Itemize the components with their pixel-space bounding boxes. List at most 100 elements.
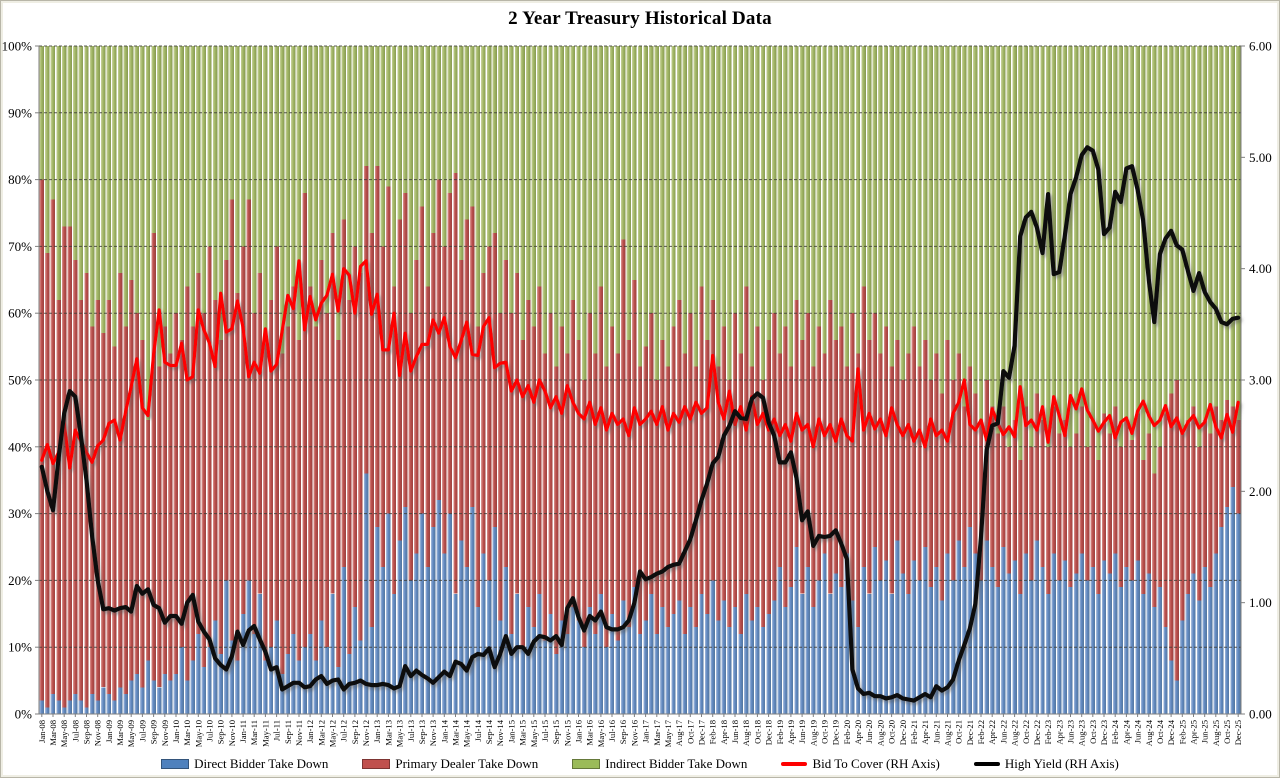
x-axis-tick: Feb-23 bbox=[1043, 720, 1053, 744]
x-axis-tick: Mar-11 bbox=[249, 720, 259, 745]
x-axis-tick: Oct-19 bbox=[820, 720, 830, 744]
left-axis-tick: 70% bbox=[8, 239, 32, 254]
x-axis-tick: Apr-22 bbox=[987, 720, 997, 745]
legend-item-bid-to-cover: Bid To Cover (RH Axis) bbox=[781, 756, 940, 772]
x-axis-tick: Aug-22 bbox=[1010, 720, 1020, 746]
x-axis-tick: Nov-09 bbox=[160, 720, 170, 746]
x-axis-tick: Dec-17 bbox=[697, 719, 707, 745]
x-axis-tick: Oct-25 bbox=[1222, 720, 1232, 744]
x-axis-tick: Mar-15 bbox=[518, 720, 528, 746]
x-axis-tick: Dec-25 bbox=[1233, 720, 1243, 745]
legend-label: Indirect Bidder Take Down bbox=[605, 756, 748, 771]
x-axis-tick: Jan-14 bbox=[439, 719, 449, 743]
legend-label: Bid To Cover (RH Axis) bbox=[812, 756, 940, 771]
x-axis-tick: Oct-21 bbox=[954, 720, 964, 744]
x-axis-tick: Mar-14 bbox=[451, 719, 461, 745]
x-axis-tick: Jan-10 bbox=[171, 720, 181, 743]
left-axis-tick: 100% bbox=[2, 39, 33, 54]
x-axis-tick: Jan-17 bbox=[641, 719, 651, 743]
x-axis-tick: Mar-12 bbox=[316, 720, 326, 746]
x-axis-tick: Jul-15 bbox=[540, 720, 550, 741]
x-axis-tick: Jun-24 bbox=[1133, 719, 1143, 743]
x-axis-tick: Jul-16 bbox=[607, 719, 617, 741]
x-axis-tick: Jul-14 bbox=[473, 719, 483, 741]
x-axis-tick: Sep-16 bbox=[618, 719, 628, 744]
right-axis-tick: 2.00 bbox=[1249, 484, 1272, 499]
x-axis-tick: May-09 bbox=[126, 720, 136, 747]
x-axis-tick: Feb-22 bbox=[976, 720, 986, 744]
x-axis-tick: Mar-08 bbox=[48, 720, 58, 746]
x-axis-tick: Apr-19 bbox=[786, 720, 796, 745]
x-axis-tick: Sep-13 bbox=[417, 720, 427, 744]
x-axis-tick: Feb-18 bbox=[708, 720, 718, 744]
x-axis-tick: Aug-19 bbox=[808, 720, 818, 746]
x-axis-tick: Apr-23 bbox=[1054, 720, 1064, 745]
x-axis-tick: Jan-13 bbox=[372, 720, 382, 743]
axes: 0% 10% 20% 30% 40% 50% 60% 70% 80% 90% 100% 0.00 1.0… bbox=[2, 39, 1272, 748]
x-axis-tick: Nov-08 bbox=[93, 720, 103, 746]
x-axis-tick: Dec-22 bbox=[1032, 720, 1042, 745]
x-axis-tick: Mar-10 bbox=[182, 720, 192, 746]
left-axis-tick: 60% bbox=[8, 306, 32, 321]
left-axis-tick: 40% bbox=[8, 439, 32, 454]
x-axis-tick: May-15 bbox=[529, 720, 539, 747]
x-axis-tick: Apr-25 bbox=[1189, 720, 1199, 745]
x-axis-tick: May-08 bbox=[59, 720, 69, 747]
x-axis-tick: Jan-12 bbox=[305, 720, 315, 743]
x-axis-tick: Nov-11 bbox=[294, 720, 304, 746]
x-axis-tick: Mar-16 bbox=[585, 719, 595, 745]
right-axis-tick: 0.00 bbox=[1249, 707, 1272, 722]
legend-label: Primary Dealer Take Down bbox=[395, 756, 539, 771]
right-axis-tick: 4.00 bbox=[1249, 261, 1272, 276]
high-yield-line bbox=[39, 145, 1241, 703]
x-axis-tick: Nov-15 bbox=[562, 720, 572, 746]
legend-item-primary-dealer: Primary Dealer Take Down bbox=[362, 756, 538, 772]
x-axis-tick: Feb-25 bbox=[1177, 720, 1187, 744]
x-axis-tick: Feb-20 bbox=[842, 720, 852, 744]
plot-area: 0% 10% 20% 30% 40% 50% 60% 70% 80% 90% 100% 0.00 1.0… bbox=[2, 39, 1272, 748]
x-axis-tick: Mar-13 bbox=[383, 720, 393, 746]
right-axis-tick: 3.00 bbox=[1249, 373, 1272, 388]
bid-to-cover-line-icon bbox=[781, 762, 808, 766]
x-axis-tick: Dec-23 bbox=[1099, 720, 1109, 745]
x-axis-tick: May-14 bbox=[462, 719, 472, 747]
x-axis-tick: Nov-12 bbox=[361, 720, 371, 746]
x-axis-tick: Jun-21 bbox=[931, 720, 941, 743]
x-axis-tick: Sep-10 bbox=[216, 720, 226, 744]
x-axis-tick: Jun-18 bbox=[730, 720, 740, 743]
x-axis-tick: Mar-09 bbox=[115, 720, 125, 746]
x-axis-tick: Jul-09 bbox=[137, 720, 147, 741]
left-axis-tick: 90% bbox=[8, 105, 32, 120]
legend-label: High Yield (RH Axis) bbox=[1004, 756, 1119, 771]
x-axis-tick: Jan-11 bbox=[238, 720, 248, 743]
x-axis-tick: Feb-24 bbox=[1110, 719, 1120, 744]
primary-dealer-swatch-icon bbox=[362, 759, 391, 769]
left-axis-tick: 0% bbox=[15, 707, 33, 722]
x-axis-tick: Aug-24 bbox=[1144, 719, 1154, 746]
x-axis-tick: Oct-20 bbox=[887, 720, 897, 744]
x-axis-tick: Apr-20 bbox=[853, 720, 863, 745]
x-axis-tick: Jan-16 bbox=[574, 719, 584, 743]
x-axis-tick: Jul-12 bbox=[339, 720, 349, 741]
direct-bidder-swatch-icon bbox=[161, 759, 190, 769]
x-axis-tick: Nov-14 bbox=[495, 719, 505, 746]
x-axis-tick: Oct-22 bbox=[1021, 720, 1031, 744]
legend-item-direct-bidder: Direct Bidder Take Down bbox=[161, 756, 328, 772]
x-axis-tick: Dec-18 bbox=[764, 720, 774, 745]
left-axis-tick: 30% bbox=[8, 506, 32, 521]
x-axis-tick: Jun-25 bbox=[1200, 720, 1210, 743]
left-axis-tick: 50% bbox=[8, 373, 32, 388]
x-axis-tick: Apr-18 bbox=[719, 720, 729, 745]
bid-to-cover-line bbox=[40, 259, 1240, 470]
x-axis-tick: May-11 bbox=[260, 720, 270, 747]
x-axis-tick: Aug-21 bbox=[943, 720, 953, 746]
legend: Direct Bidder Take Down Primary Dealer T… bbox=[1, 756, 1279, 772]
x-axis-tick: Jul-11 bbox=[272, 720, 282, 741]
x-axis-tick: Aug-17 bbox=[674, 719, 684, 746]
x-axis-tick: Jul-13 bbox=[406, 720, 416, 741]
x-axis-tick: May-13 bbox=[395, 720, 405, 747]
x-axis-tick: Jan-15 bbox=[506, 720, 516, 743]
x-axis-tick: Aug-18 bbox=[741, 720, 751, 746]
right-axis-tick: 5.00 bbox=[1249, 150, 1272, 165]
